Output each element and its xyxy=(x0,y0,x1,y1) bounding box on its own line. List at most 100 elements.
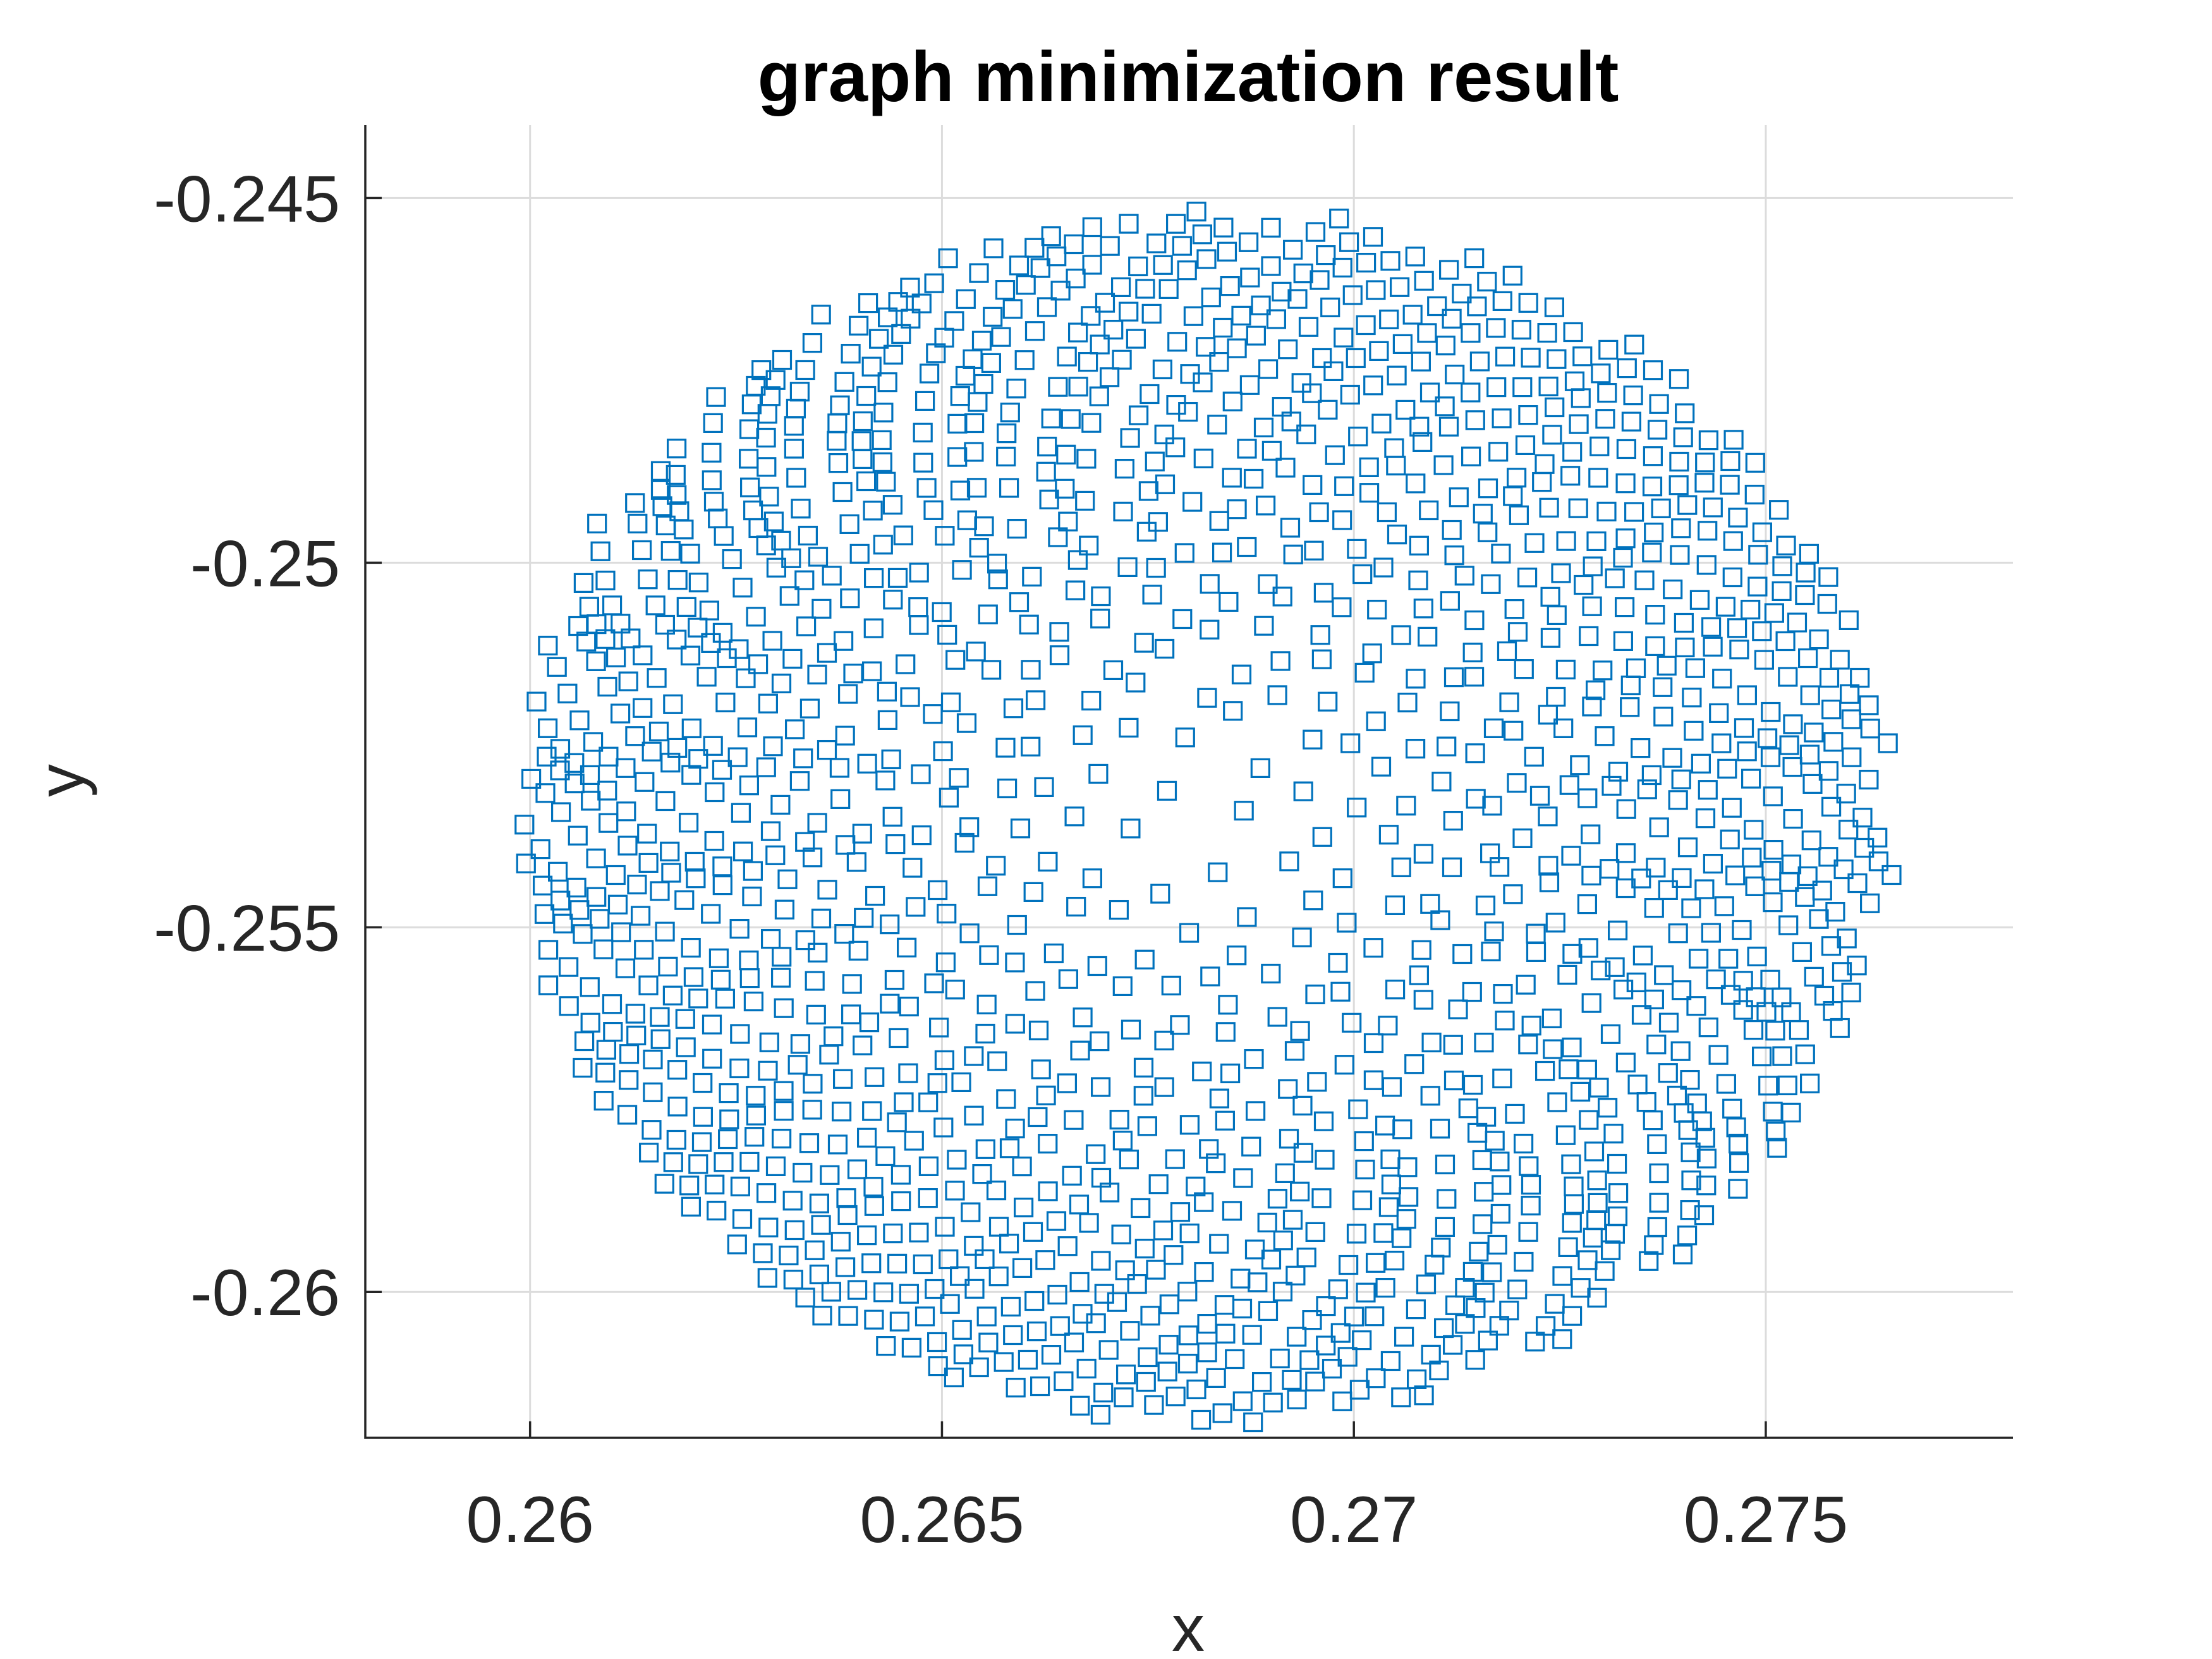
scatter-point xyxy=(891,1191,911,1212)
scatter-point xyxy=(1691,753,1711,774)
scatter-point xyxy=(833,631,854,651)
scatter-point xyxy=(1571,1278,1591,1298)
scatter-point xyxy=(798,525,818,546)
scatter-point xyxy=(1024,321,1045,341)
scatter-point xyxy=(1703,636,1723,657)
scatter-point xyxy=(901,1337,922,1358)
scatter-point xyxy=(1672,1244,1693,1265)
scatter-point xyxy=(1555,1125,1576,1145)
scatter-point xyxy=(1538,376,1559,397)
scatter-point xyxy=(1696,1148,1717,1169)
scatter-point xyxy=(1647,1134,1667,1155)
scatter-point xyxy=(1293,264,1313,284)
scatter-point xyxy=(925,1279,945,1299)
scatter-point xyxy=(1694,473,1715,493)
scatter-point xyxy=(1714,896,1734,916)
scatter-point xyxy=(1744,484,1765,505)
scatter-point xyxy=(1778,667,1798,687)
scatter-point xyxy=(1164,1245,1184,1265)
scatter-point xyxy=(959,923,980,944)
scatter-point xyxy=(976,994,997,1015)
scatter-point xyxy=(1656,655,1677,676)
scatter-point xyxy=(817,643,837,663)
scatter-point xyxy=(1608,762,1629,782)
scatter-point xyxy=(703,492,724,512)
scatter-point xyxy=(799,1133,820,1153)
scatter-point xyxy=(1514,1251,1534,1272)
scatter-point xyxy=(1005,1014,1025,1034)
scatter-point xyxy=(1128,405,1149,425)
scatter-point xyxy=(583,732,604,752)
scatter-point xyxy=(1452,283,1472,304)
scatter-point xyxy=(848,315,869,336)
scatter-point xyxy=(1812,880,1832,901)
scatter-point xyxy=(746,607,766,627)
scatter-point xyxy=(1065,580,1086,600)
scatter-point xyxy=(894,1092,914,1112)
scatter-point xyxy=(1483,718,1504,739)
scatter-point xyxy=(1765,1021,1785,1041)
scatter-point xyxy=(1504,720,1524,741)
scatter-point xyxy=(839,514,860,535)
scatter-point xyxy=(947,447,968,467)
scatter-point xyxy=(1772,556,1792,576)
scatter-point xyxy=(902,858,923,878)
scatter-point xyxy=(1384,1250,1405,1271)
scatter-point xyxy=(568,616,588,636)
scatter-point xyxy=(634,940,654,960)
scatter-point xyxy=(679,1176,700,1196)
scatter-point xyxy=(1729,1133,1749,1154)
scatter-point xyxy=(1534,454,1555,474)
scatter-point xyxy=(730,1176,751,1196)
scatter-point xyxy=(876,471,896,492)
scatter-point xyxy=(1677,837,1698,858)
scatter-point xyxy=(1706,969,1726,990)
scatter-point xyxy=(864,1196,885,1216)
scatter-point xyxy=(1006,379,1026,399)
scatter-point xyxy=(971,331,992,351)
scatter-point xyxy=(873,535,893,555)
scatter-point xyxy=(875,1146,896,1167)
scatter-point xyxy=(1492,1068,1512,1089)
scatter-point xyxy=(736,668,756,688)
scatter-point xyxy=(1507,773,1527,793)
scatter-point xyxy=(1284,1041,1305,1061)
scatter-point xyxy=(909,562,929,583)
scatter-point xyxy=(987,1051,1007,1071)
scatter-point xyxy=(1000,403,1020,423)
scatter-point xyxy=(873,1282,894,1303)
scatter-point xyxy=(712,875,732,896)
scatter-point xyxy=(743,991,764,1012)
scatter-point xyxy=(1207,415,1227,435)
scatter-point xyxy=(602,994,623,1014)
scatter-point xyxy=(1723,531,1743,551)
scatter-point xyxy=(658,956,678,977)
scatter-point xyxy=(969,263,989,283)
scatter-point xyxy=(1547,349,1567,369)
scatter-point xyxy=(882,806,902,827)
scatter-point xyxy=(1701,617,1722,637)
scatter-point xyxy=(1720,985,1741,1005)
scatter-point xyxy=(1442,308,1462,329)
scatter-point xyxy=(1090,1031,1110,1052)
scatter-point xyxy=(1320,297,1340,317)
scatter-point xyxy=(1881,865,1902,885)
x-axis-label: x xyxy=(1172,1592,1205,1659)
scatter-point xyxy=(1545,397,1565,418)
scatter-point xyxy=(1547,1092,1567,1112)
scatter-point xyxy=(1570,755,1590,775)
scatter-point xyxy=(1090,334,1110,355)
scatter-point xyxy=(880,994,900,1014)
scatter-point xyxy=(938,248,958,269)
scatter-point xyxy=(1668,923,1688,944)
scatter-point xyxy=(1115,1260,1135,1280)
scatter-point xyxy=(1461,323,1481,343)
scatter-point xyxy=(1542,425,1562,445)
scatter-point xyxy=(641,1120,662,1140)
scatter-point xyxy=(1642,542,1662,562)
scatter-point xyxy=(1443,1070,1464,1091)
scatter-point xyxy=(795,1287,815,1308)
scatter-point xyxy=(1399,1187,1419,1207)
scatter-point xyxy=(1485,1131,1505,1151)
scatter-point xyxy=(1057,1073,1078,1093)
